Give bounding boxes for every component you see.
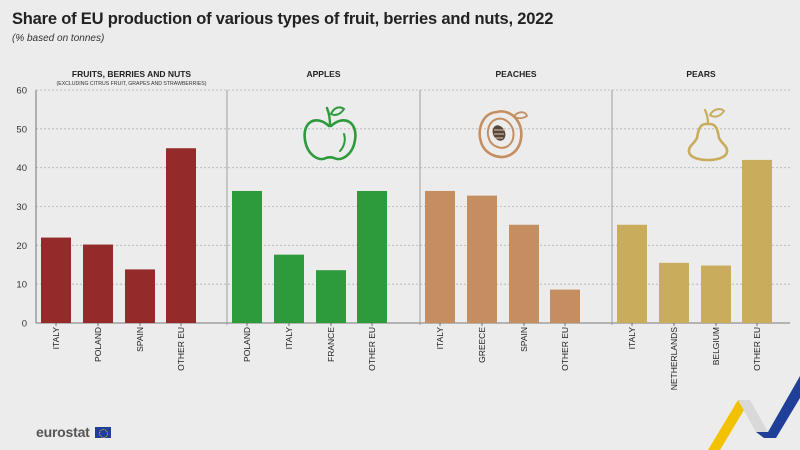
peach-icon <box>478 110 529 159</box>
y-tick-label: 30 <box>16 202 27 213</box>
bar <box>425 190 455 323</box>
category-label: ITALY <box>284 327 294 350</box>
bar <box>125 269 155 323</box>
eurostat-logo: eurostat <box>36 424 111 440</box>
category-label: ITALY <box>51 327 61 350</box>
y-tick-label: 60 <box>16 86 27 97</box>
category-label: OTHER EU <box>176 327 186 371</box>
panel-title: APPLES <box>306 69 340 79</box>
y-tick-label: 20 <box>16 241 27 252</box>
category-label: SPAIN <box>135 327 145 352</box>
bar <box>509 224 539 323</box>
bar <box>659 262 689 323</box>
y-tick-label: 10 <box>16 280 27 291</box>
panel-note: (EXCLUDING CITRUS FRUIT, GRAPES AND STRA… <box>57 81 207 87</box>
panel-title: PEARS <box>686 69 716 79</box>
eu-flag-icon <box>94 426 111 438</box>
bar <box>166 148 196 323</box>
category-label: GREECE <box>477 327 487 363</box>
category-label: OTHER EU <box>367 327 377 371</box>
category-label: ITALY <box>435 327 445 350</box>
category-label: NETHERLANDS <box>669 327 679 391</box>
category-label: SPAIN <box>519 327 529 352</box>
bar <box>357 190 387 323</box>
bar <box>316 270 346 323</box>
y-tick-label: 40 <box>16 163 27 174</box>
bar <box>742 159 772 323</box>
y-tick-label: 50 <box>16 124 27 135</box>
pear-icon <box>687 108 729 162</box>
category-label: POLAND <box>242 327 252 362</box>
eurostat-decoration-icon <box>708 376 800 450</box>
bar <box>701 265 731 323</box>
apple-icon <box>303 106 357 161</box>
category-label: BELGIUM <box>711 327 721 365</box>
chart-subtitle: (% based on tonnes) <box>12 33 105 44</box>
y-tick-label: 0 <box>22 319 27 330</box>
eurostat-logo-text: eurostat <box>36 424 90 440</box>
category-label: ITALY <box>627 327 637 350</box>
panel-title: PEACHES <box>495 69 536 79</box>
category-label: OTHER EU <box>752 327 762 371</box>
bar <box>550 289 580 323</box>
bar <box>274 254 304 323</box>
chart-title: Share of EU production of various types … <box>12 10 554 28</box>
bar <box>41 237 71 323</box>
bar <box>617 224 647 323</box>
category-label: POLAND <box>93 327 103 362</box>
bar <box>83 244 113 323</box>
bar <box>232 190 262 323</box>
category-label: FRANCE <box>326 327 336 362</box>
category-label: OTHER EU <box>560 327 570 371</box>
bar <box>467 195 497 323</box>
panel-title: FRUITS, BERRIES AND NUTS <box>72 69 191 79</box>
